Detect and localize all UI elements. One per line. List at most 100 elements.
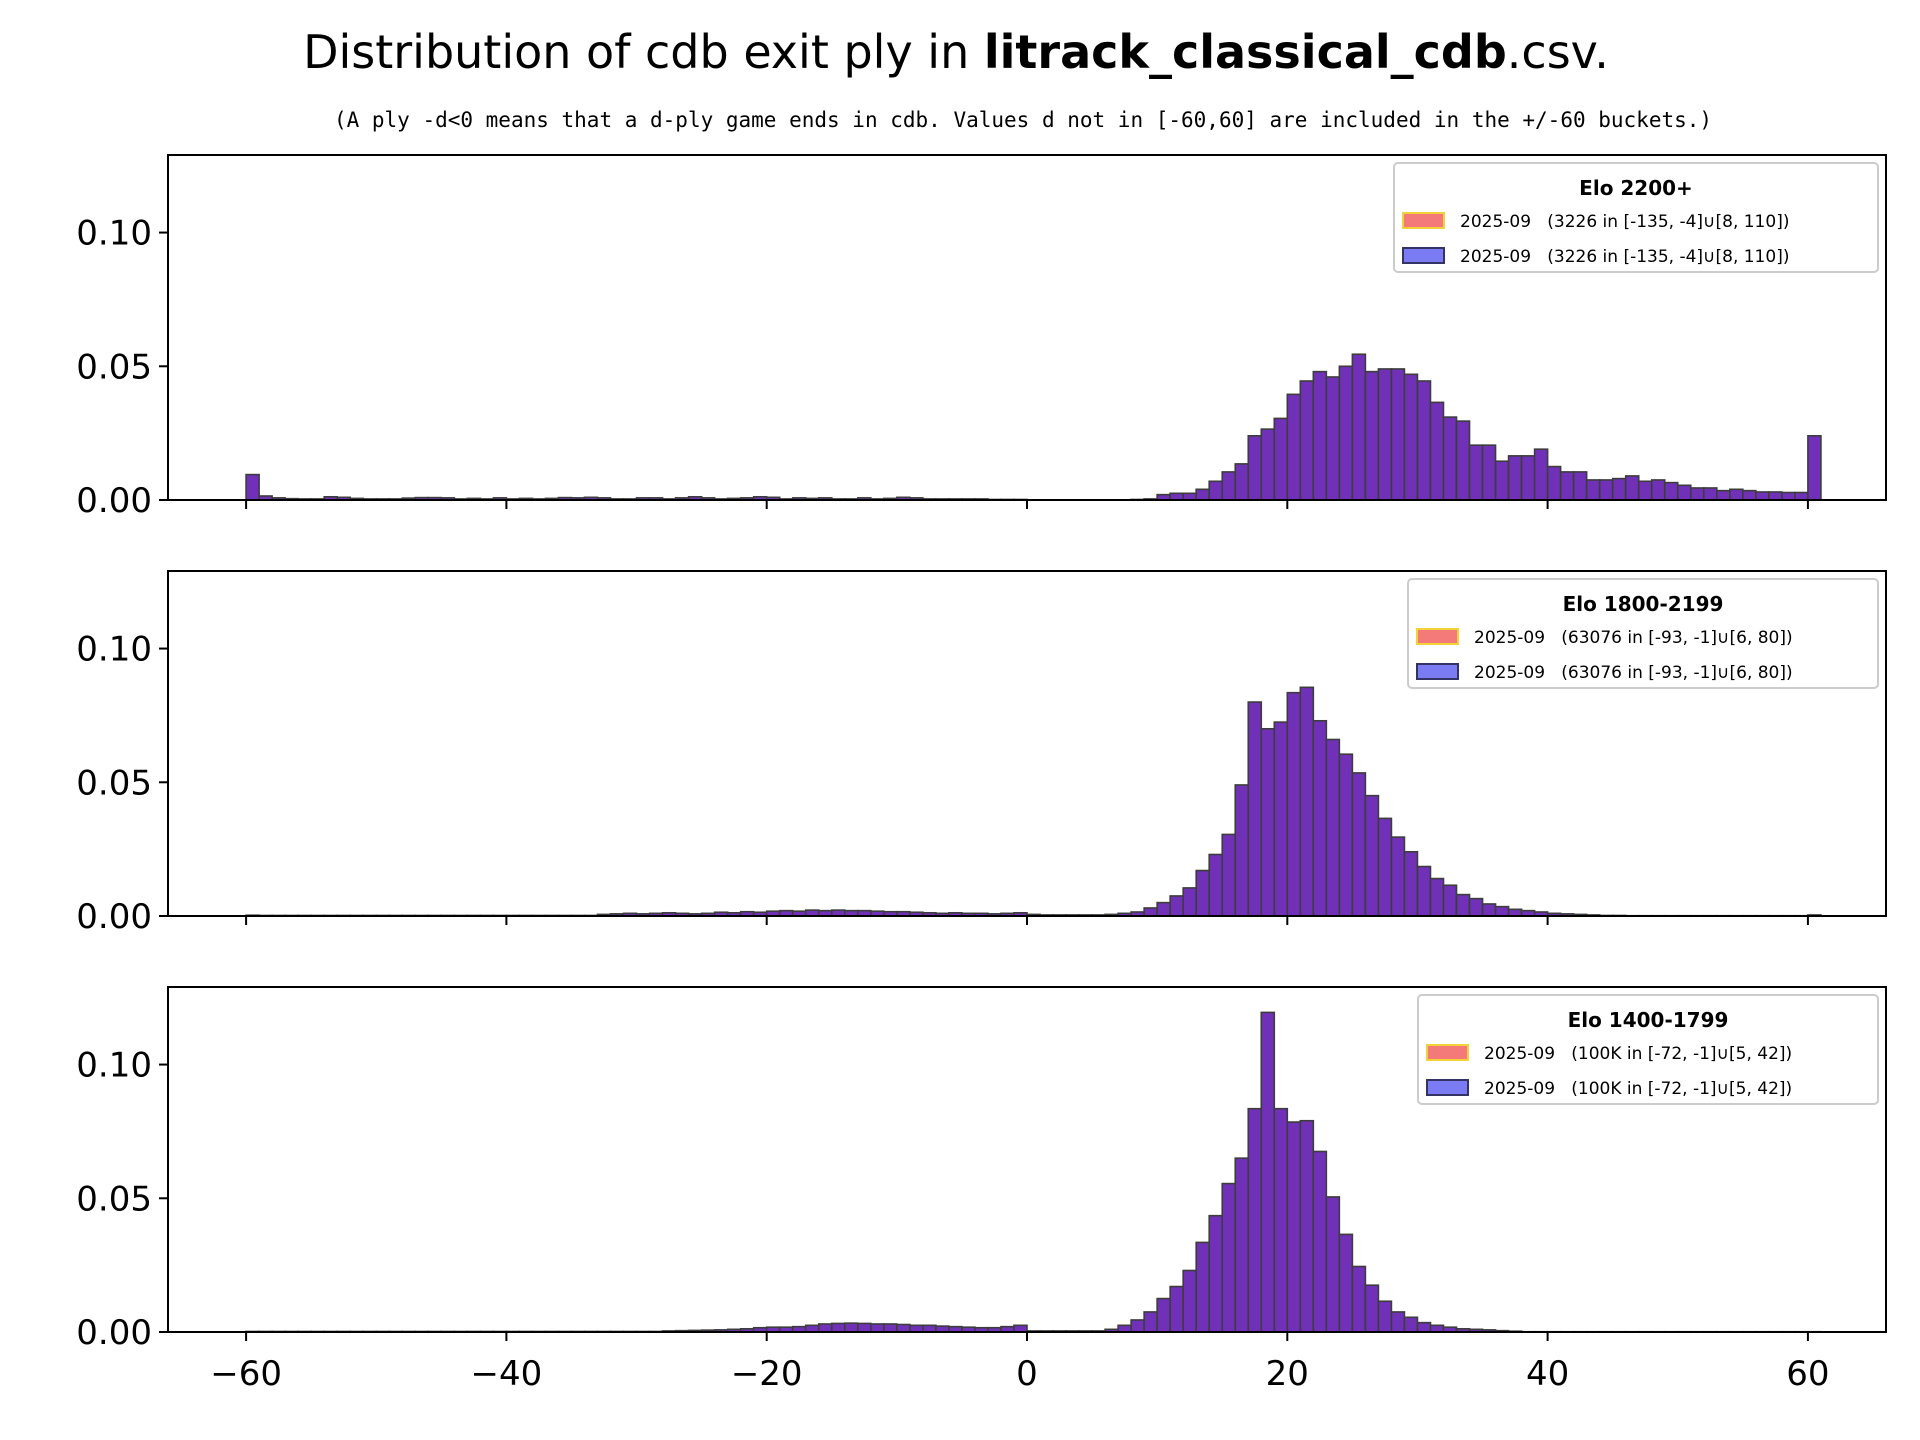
legend-label: 2025-09 (63076 in [-93, -1]∪[6, 80])	[1474, 628, 1793, 648]
histogram-bar	[1781, 491, 1796, 501]
x-tick-label: −40	[471, 1354, 543, 1394]
histogram-bar	[245, 473, 260, 501]
histogram-bar	[1273, 1107, 1289, 1333]
histogram-bar	[1559, 471, 1575, 501]
histogram-bar	[1221, 471, 1237, 501]
histogram-bar	[1794, 491, 1809, 501]
histogram-bar	[1364, 370, 1380, 501]
y-tick-label: 0.00	[76, 1313, 152, 1353]
y-tick-label: 0.00	[76, 481, 152, 521]
histogram-bar	[1195, 1241, 1211, 1333]
histogram-bar	[1260, 428, 1276, 501]
histogram-bar	[1689, 487, 1705, 501]
histogram-bar	[1325, 1196, 1341, 1333]
legend-swatch-blue	[1426, 1079, 1469, 1096]
histogram-bar	[1364, 794, 1380, 917]
legend-swatch-red	[1402, 212, 1445, 229]
legend-1: Elo 2200+ 2025-09 (3226 in [-135, -4]∪[8,…	[1393, 162, 1879, 273]
histogram-bar	[1507, 455, 1523, 501]
histogram-bar	[896, 1323, 911, 1333]
histogram-bar	[1156, 1297, 1171, 1333]
legend-label: 2025-09 (63076 in [-93, -1]∪[6, 80])	[1474, 663, 1793, 683]
histogram-bar	[1273, 417, 1289, 501]
y-tick-label: 0.05	[76, 763, 152, 803]
y-tick-label: 0.10	[76, 1046, 152, 1086]
histogram-bar	[1468, 444, 1484, 501]
histogram-bar	[1377, 1300, 1393, 1333]
legend-label: 2025-09 (100K in [-72, -1]∪[5, 42])	[1484, 1044, 1792, 1064]
panel-1: 0.00 0.05 0.10 Elo 2200+ 2025-09 (3226 in [-…	[76, 154, 1887, 521]
histogram-bar	[1403, 373, 1419, 501]
histogram-bar	[909, 1324, 924, 1333]
histogram-bar	[1143, 1311, 1158, 1333]
histogram-bar	[1377, 817, 1393, 917]
bars-1	[245, 353, 1822, 501]
histogram-bar	[1442, 884, 1458, 917]
histogram-bar	[1351, 1265, 1367, 1333]
histogram-bar	[1260, 1011, 1276, 1333]
histogram-bar	[1663, 481, 1679, 501]
y-tick-label: 0.05	[76, 347, 152, 387]
histogram-bar	[857, 1322, 872, 1333]
y-tick-label: 0.05	[76, 1179, 152, 1219]
histogram-bar	[1169, 1285, 1184, 1333]
histogram-bar	[1234, 1157, 1250, 1333]
histogram-bar	[1481, 444, 1497, 501]
histogram-bar	[1299, 686, 1315, 917]
histogram-bar	[1455, 893, 1471, 917]
histogram-bar	[817, 1323, 833, 1333]
panel-2: 0.00 0.05 0.10 Elo 1800-2199 2025-09 (63076 …	[76, 570, 1887, 937]
histogram-bar	[1247, 435, 1263, 501]
histogram-bar	[1546, 465, 1562, 501]
histogram-bar	[1429, 1324, 1445, 1333]
histogram-bar	[1416, 1321, 1432, 1333]
histogram-bar	[1716, 489, 1731, 501]
histogram-bar	[1650, 479, 1666, 501]
histogram-bar	[1208, 1214, 1224, 1333]
legend-box	[1407, 578, 1879, 689]
histogram-bar	[1676, 484, 1692, 501]
legend-title: Elo 1400-1799	[1568, 1008, 1729, 1032]
histogram-bar	[1260, 727, 1276, 917]
histogram-bar	[1117, 1324, 1132, 1333]
histogram-bar	[1013, 1324, 1028, 1333]
histogram-bar	[1351, 353, 1367, 501]
histogram-bar	[1312, 370, 1328, 501]
histogram-bar	[922, 1324, 937, 1333]
histogram-bar	[1390, 1311, 1406, 1333]
histogram-bar	[1338, 1233, 1354, 1333]
histogram-bar	[1156, 901, 1171, 917]
histogram-bar	[1637, 480, 1653, 501]
histogram-bar	[830, 1322, 846, 1333]
legend-title: Elo 2200+	[1579, 176, 1693, 200]
x-tick-label: 0	[1016, 1354, 1038, 1394]
chart-title-prefix: Distribution of cdb exit ply in	[303, 25, 984, 79]
histogram-bar	[1481, 903, 1497, 917]
chart-title-suffix: .csv.	[1507, 25, 1609, 79]
y-tick-label: 0.10	[76, 630, 152, 670]
histogram-bar	[1507, 908, 1523, 917]
histogram-bar	[1572, 471, 1588, 501]
panel-3: 0.00 0.05 0.10 −60 −40 −20 0 20 40 60 Elo 1400-179…	[76, 986, 1887, 1394]
histogram-bar	[1624, 475, 1640, 501]
histogram-bar	[1429, 877, 1445, 917]
legend-label: 2025-09 (3226 in [-135, -4]∪[8, 110])	[1460, 247, 1789, 267]
histogram-bar	[1442, 416, 1458, 501]
histogram-bar	[1312, 719, 1328, 917]
histogram-bar	[1755, 491, 1770, 501]
y-tick-label: 0.10	[76, 214, 152, 254]
histogram-bar	[804, 1324, 820, 1333]
bars-3	[245, 1011, 1822, 1333]
histogram-bar	[843, 1322, 859, 1333]
x-tick-label: −20	[731, 1354, 803, 1394]
y-tick-label: 0.00	[76, 897, 152, 937]
histogram-bar	[1182, 492, 1197, 501]
x-tick-label: 20	[1266, 1354, 1309, 1394]
histogram-bar	[1611, 477, 1627, 501]
histogram-bar	[1325, 376, 1341, 501]
legend-swatch-red	[1426, 1044, 1469, 1061]
histogram-bar	[1768, 491, 1783, 501]
histogram-bar	[1533, 448, 1549, 501]
histogram-bar	[870, 1323, 885, 1333]
